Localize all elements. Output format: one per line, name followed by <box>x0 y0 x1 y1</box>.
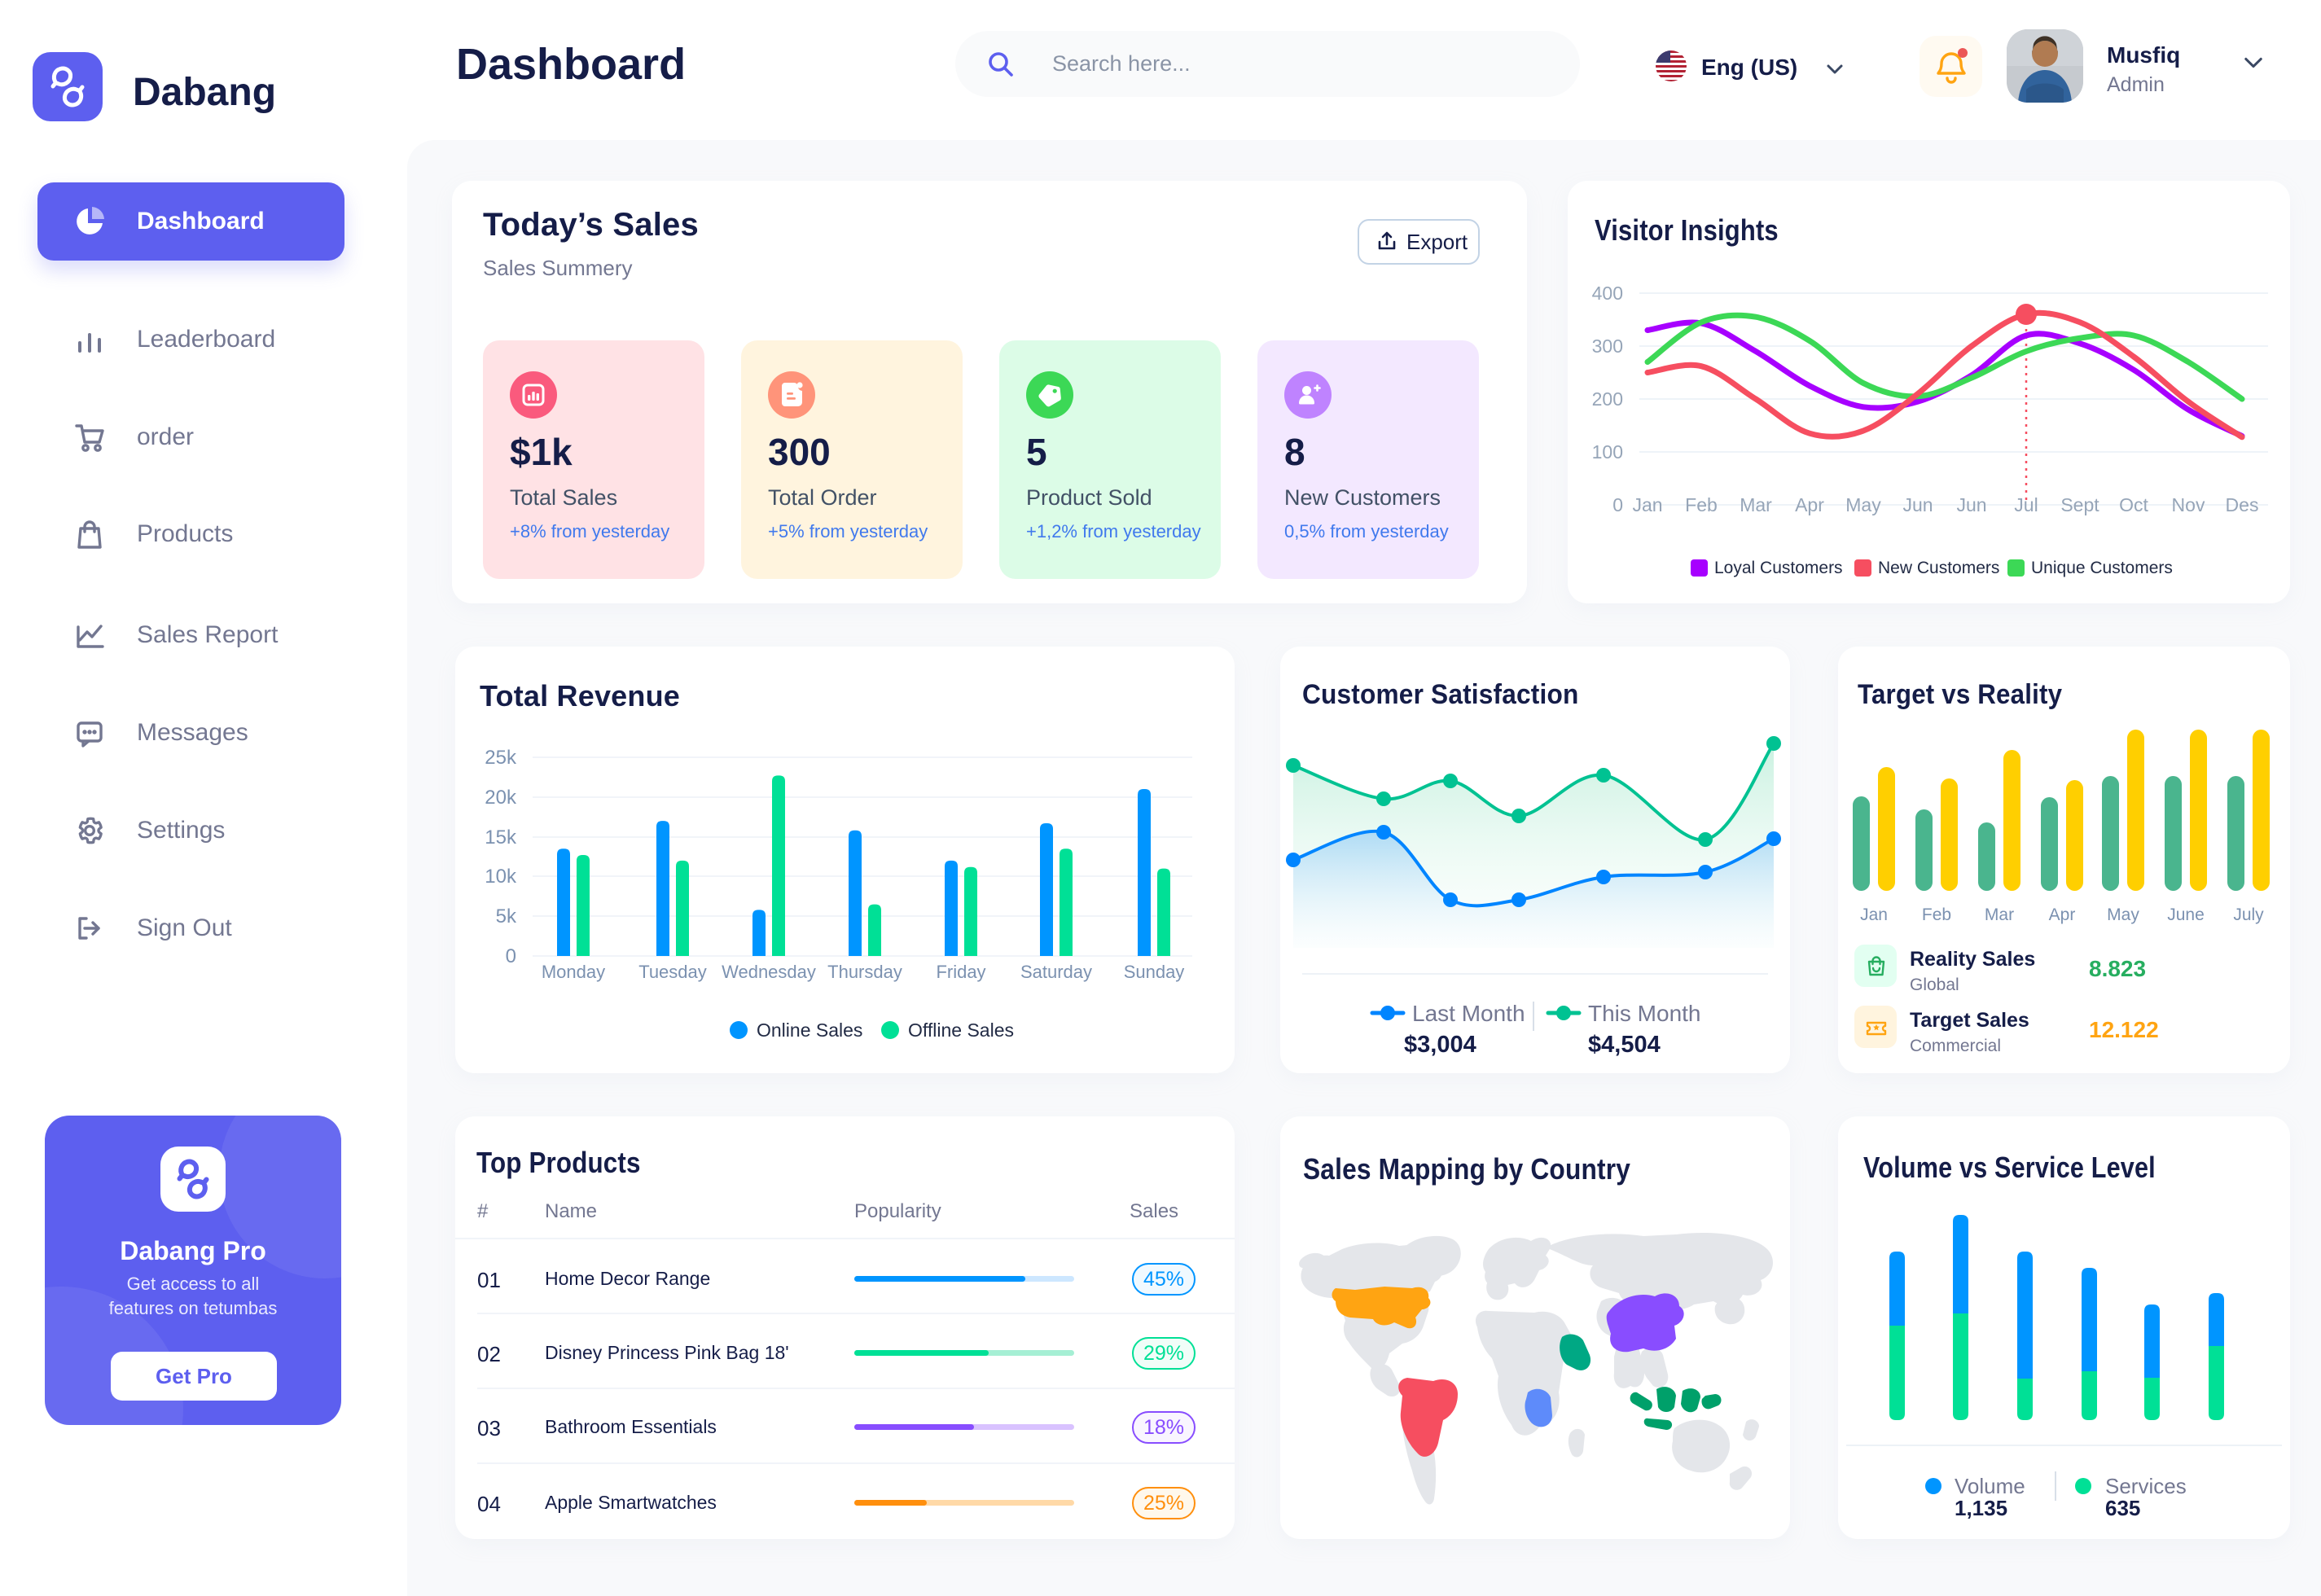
svg-text:$3,004: $3,004 <box>1404 1032 1476 1058</box>
svg-text:Services: Services <box>2105 1474 2187 1498</box>
svg-text:1,135: 1,135 <box>1955 1496 2007 1520</box>
svg-text:$4,504: $4,504 <box>1588 1032 1661 1058</box>
svg-text:Nov: Nov <box>2172 494 2205 515</box>
svg-text:200: 200 <box>1592 388 1623 410</box>
svg-text:Offline Sales: Offline Sales <box>908 1019 1014 1041</box>
svg-text:Saturday: Saturday <box>1020 962 1092 982</box>
svg-text:Jan: Jan <box>1632 494 1662 515</box>
svg-text:Last Month: Last Month <box>1412 1001 1525 1026</box>
svg-text:May: May <box>1845 494 1881 515</box>
svg-text:Sunday: Sunday <box>1124 962 1185 982</box>
svg-text:Oct: Oct <box>2119 494 2148 515</box>
svg-text:July: July <box>2233 905 2264 924</box>
svg-text:Mar: Mar <box>1985 905 2014 924</box>
svg-text:Unique Customers: Unique Customers <box>2031 559 2173 577</box>
svg-text:June: June <box>2167 905 2205 924</box>
svg-text:Apr: Apr <box>2049 905 2076 924</box>
svg-text:0: 0 <box>1612 494 1623 515</box>
svg-text:Jan: Jan <box>1860 905 1888 924</box>
svg-text:0: 0 <box>506 945 516 967</box>
svg-text:Mar: Mar <box>1740 494 1772 515</box>
svg-text:Volume: Volume <box>1955 1474 2025 1498</box>
svg-text:Wednesday: Wednesday <box>722 962 816 982</box>
svg-text:Loyal Customers: Loyal Customers <box>1714 559 1843 577</box>
svg-text:300: 300 <box>1592 335 1623 357</box>
svg-text:New Customers: New Customers <box>1878 559 1999 577</box>
svg-text:Feb: Feb <box>1922 905 1951 924</box>
svg-text:10k: 10k <box>485 866 517 888</box>
svg-text:Jun: Jun <box>1956 494 1986 515</box>
svg-text:5k: 5k <box>496 905 517 927</box>
svg-text:Sept: Sept <box>2060 494 2099 515</box>
svg-text:Feb: Feb <box>1685 494 1718 515</box>
svg-text:Thursday: Thursday <box>827 962 902 982</box>
svg-text:May: May <box>2107 905 2139 924</box>
svg-text:100: 100 <box>1592 441 1623 463</box>
svg-text:15k: 15k <box>485 826 517 848</box>
svg-text:635: 635 <box>2105 1496 2140 1520</box>
svg-text:400: 400 <box>1592 283 1623 304</box>
svg-text:Jun: Jun <box>1902 494 1933 515</box>
svg-text:Monday: Monday <box>542 962 605 982</box>
svg-text:Tuesday: Tuesday <box>638 962 707 982</box>
svg-text:This Month: This Month <box>1588 1001 1701 1026</box>
svg-text:Apr: Apr <box>1795 494 1824 515</box>
svg-text:Online Sales: Online Sales <box>757 1019 862 1041</box>
svg-text:25k: 25k <box>485 747 517 769</box>
svg-text:Friday: Friday <box>936 962 985 982</box>
svg-text:Des: Des <box>2226 494 2259 515</box>
svg-text:20k: 20k <box>485 787 517 809</box>
